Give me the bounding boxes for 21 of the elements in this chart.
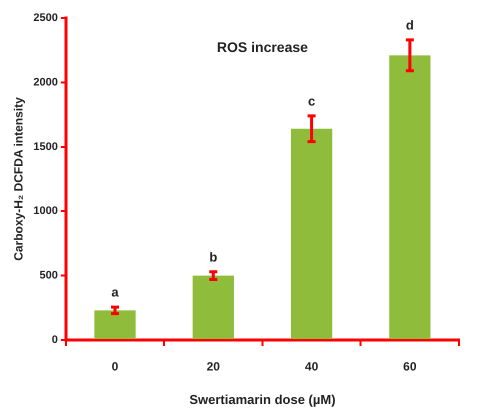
y-tick-label: 1500 xyxy=(33,140,58,153)
bar xyxy=(389,55,430,339)
annotation: a xyxy=(111,284,120,300)
y-tick-label: 1000 xyxy=(33,205,58,218)
x-tick-label: 0 xyxy=(112,360,119,374)
annotation: d xyxy=(406,17,414,32)
y-tick-label: 2000 xyxy=(33,76,58,88)
x-tick-label: 40 xyxy=(304,360,319,374)
y-tick-label: 2500 xyxy=(33,12,58,24)
y-axis-title: Carboxy-H₂ DCFDA intensity xyxy=(12,96,26,261)
annotation: c xyxy=(308,93,316,108)
bar xyxy=(94,310,136,339)
bar xyxy=(192,276,234,339)
x-tick-label: 60 xyxy=(403,360,417,374)
text: ROS increase xyxy=(216,38,308,55)
y-tick-label: 500 xyxy=(40,270,58,282)
x-axis-title: Swertiamarin dose (µM) xyxy=(189,392,336,407)
annotation: b xyxy=(209,249,218,264)
bar xyxy=(290,128,332,339)
x-tick-label: 20 xyxy=(206,360,220,374)
y-tick-label: 0 xyxy=(52,334,58,346)
